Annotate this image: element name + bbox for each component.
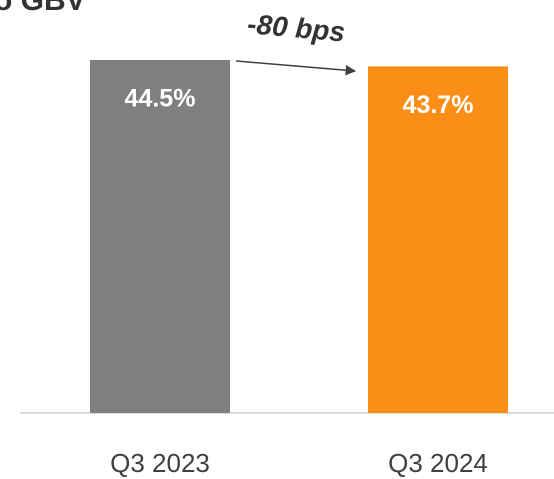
data-label: 43.7% bbox=[403, 91, 474, 119]
bar bbox=[90, 60, 230, 413]
chart-title: o GBV bbox=[0, 0, 86, 17]
x-tick-label: Q3 2024 bbox=[388, 448, 488, 478]
annotation: -80 bps bbox=[246, 8, 346, 47]
x-tick-label: Q3 2023 bbox=[110, 448, 210, 478]
data-label: 44.5% bbox=[125, 85, 196, 113]
bar bbox=[368, 66, 508, 414]
change-arrow bbox=[235, 60, 357, 76]
